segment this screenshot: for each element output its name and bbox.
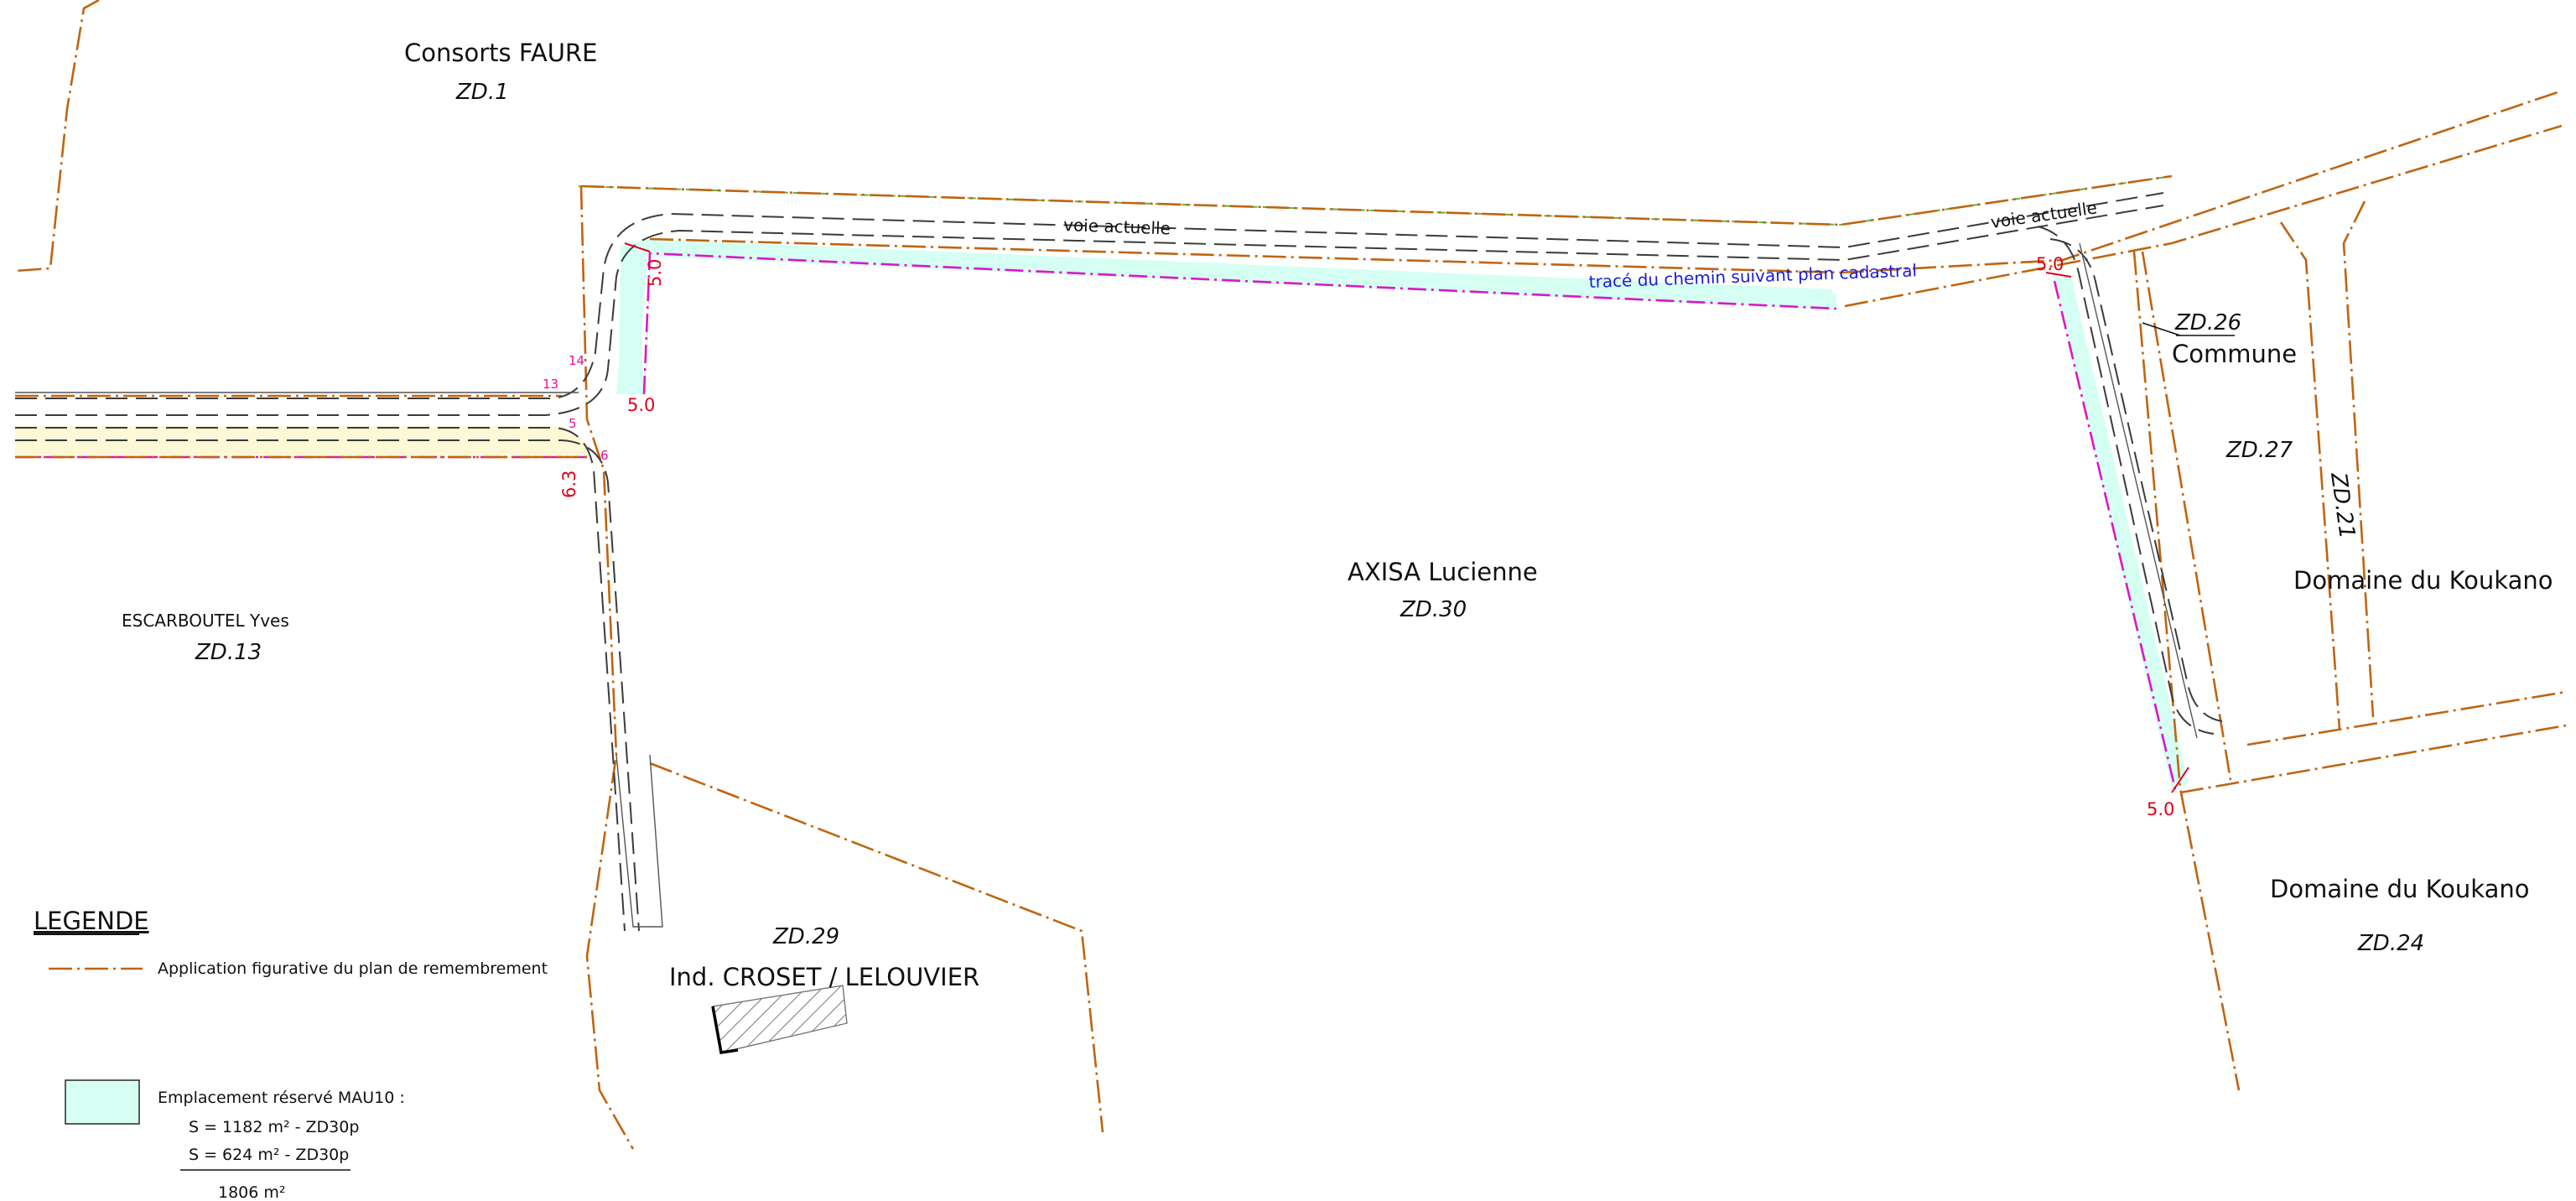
parcel-boundary-road-right2 [1844, 124, 2563, 308]
legend-line-label: Application figurative du plan de rememb… [158, 959, 548, 978]
reserved-area-right [2054, 277, 2189, 788]
legend-area-total: 1806 m² [218, 1183, 286, 1201]
road-edge-vertical [615, 754, 663, 928]
parcel-zd30: ZD.30 [1400, 597, 1467, 622]
label-voie-left: voie actuelle [1063, 215, 1171, 238]
legend-area-swatch [65, 1079, 140, 1125]
legend-area-line1: S = 1182 m² - ZD30p [189, 1118, 359, 1136]
road-line-left-lower [15, 427, 626, 932]
parcel-zd13: ZD.13 [195, 640, 262, 665]
building-hatch [712, 985, 848, 1053]
cadastral-line-top [642, 252, 1837, 395]
parcel-boundary-top [580, 174, 2173, 226]
dim-bottom-right: 5.0 [2147, 799, 2174, 819]
dim-top-right: 5.0 [2036, 254, 2064, 274]
owner-croset: Ind. CROSET / LELOUVIER [669, 963, 979, 991]
reserved-area-corner [619, 239, 1836, 394]
road-line-left-lower2 [15, 439, 640, 932]
road-edge-right [2079, 242, 2198, 739]
road-fill-left [15, 426, 587, 457]
dim-mid-left: 5.0 [627, 395, 655, 415]
legend-area-line2: S = 624 m² - ZD30p [189, 1146, 349, 1164]
dim-marker-top-left [624, 242, 651, 252]
parcel-boundary-road-right [1840, 91, 2558, 274]
parcel-zd27: ZD.27 [2225, 438, 2293, 463]
owner-koukano-1: Domaine du Koukano [2293, 566, 2553, 595]
dim-marker-top-right [2045, 272, 2072, 278]
parcel-zd26: ZD.26 [2174, 310, 2241, 335]
road-line-inner [15, 205, 2164, 416]
road-line-right-b [2049, 238, 2223, 722]
point-14: 14 [569, 353, 584, 368]
legend-area-label: Emplacement réservé MAU10 : [158, 1089, 405, 1107]
dim-marker-bottom-right [2171, 767, 2189, 793]
parcel-boundary-vertical-right2 [2141, 251, 2232, 781]
owner-axisa: AXISA Lucienne [1348, 558, 1538, 586]
parcel-zd1: ZD.1 [455, 80, 509, 105]
dim-top-left: 5.0 [645, 259, 665, 287]
parcel-zd29: ZD.29 [772, 924, 839, 949]
building-outline [711, 1006, 739, 1054]
parcel-boundary-zd29 [649, 762, 1104, 1133]
label-voie-right: voie actuelle [1989, 197, 2098, 232]
owner-commune: Commune [2172, 340, 2297, 368]
parcel-boundary-bottom-right [2179, 724, 2567, 794]
parcel-boundary-top-left [14, 0, 100, 273]
owner-consorts-faure: Consorts FAURE [404, 39, 597, 67]
parcel-boundary-vertical-right [2132, 251, 2241, 1091]
road-line-right-a [2037, 226, 2215, 735]
green-boundary [578, 175, 2173, 226]
point-6: 6 [600, 448, 609, 463]
parcel-boundary-zd21-left [2279, 221, 2341, 730]
owner-koukano-2: Domaine du Koukano [2270, 875, 2529, 903]
cadastral-line-right [2053, 280, 2178, 793]
dim-63: 6.3 [559, 471, 579, 498]
parcel-zd24: ZD.24 [2357, 931, 2424, 956]
legend-title: LEGENDE [34, 907, 149, 935]
owner-escarboutel: ESCARBOUTEL Yves [122, 611, 289, 631]
point-13: 13 [543, 377, 558, 392]
parcel-boundary-bottom-right2 [2246, 690, 2567, 746]
point-5: 5 [569, 416, 577, 431]
parcel-zd21: ZD.21 [2325, 471, 2360, 541]
zd26-leader [2142, 322, 2181, 336]
parcel-boundary-zd21-right [2342, 200, 2375, 718]
parcel-boundary-top-inner [649, 237, 1841, 274]
